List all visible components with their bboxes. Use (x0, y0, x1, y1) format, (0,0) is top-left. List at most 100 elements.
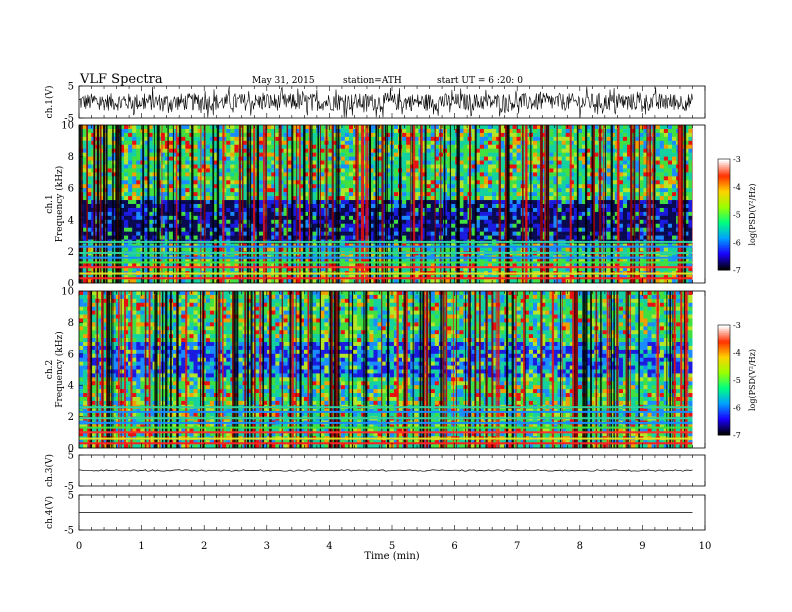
spectrogram-cell (426, 215, 432, 221)
spectrogram-cell (132, 223, 137, 228)
spectrogram-cell (663, 168, 669, 173)
spectrogram-cell (475, 156, 481, 161)
spectrogram-cell (136, 144, 141, 149)
spectrogram-cell (434, 180, 440, 185)
spectrogram-cell (516, 140, 522, 146)
spectrogram-cell (537, 152, 542, 157)
spectrogram-cell (164, 172, 170, 177)
spectrogram-cell (123, 204, 129, 209)
spectrogram-cell (267, 207, 272, 213)
spectrogram-cell (602, 136, 607, 142)
spectrogram-cell (230, 160, 235, 165)
spectrogram-cell (295, 125, 301, 130)
spectrogram-cell (168, 128, 174, 134)
spectrogram-cell (541, 144, 546, 149)
spectrogram-cell (173, 204, 178, 209)
spectrogram-cell (340, 152, 346, 157)
spectrogram-cell (659, 200, 665, 205)
spectrogram-cell (136, 164, 141, 169)
spectrogram-cell (287, 207, 292, 213)
spectrogram-cell (242, 168, 247, 173)
spectrogram-cell (83, 243, 88, 248)
spectrogram-cell (512, 211, 517, 217)
spectrogram-cell (181, 184, 186, 189)
spectrogram-cell (185, 207, 190, 213)
spectrogram-cell (508, 160, 513, 165)
spectrogram-cell (148, 168, 153, 173)
spectrogram-cell (123, 247, 129, 252)
spectrogram-cell (577, 184, 583, 189)
spectrogram-cell (209, 192, 215, 197)
spectrogram-cell (577, 125, 583, 130)
spectrogram-cell (283, 211, 288, 217)
spectrogram-cell (684, 136, 689, 142)
spectrogram-cell (205, 172, 211, 177)
spectrogram-cell (291, 148, 297, 153)
spectrogram-cell (271, 184, 276, 189)
spectrogram-cell (414, 164, 419, 169)
spectrogram-cell (152, 211, 158, 217)
spectrogram-cell (144, 164, 149, 169)
spectrogram-cell (369, 132, 374, 138)
spectrogram-cell (434, 168, 440, 173)
spectrogram-cell (181, 156, 186, 161)
spectrogram-cell (87, 136, 92, 142)
spectrogram-cell (451, 227, 456, 232)
spectrogram-cell (267, 200, 272, 205)
spectrogram-cell (643, 204, 648, 209)
spectrogram-cell (381, 132, 387, 138)
spectrogram-cell (148, 180, 153, 185)
spectrogram-cell (303, 196, 309, 201)
spectrogram-cell (291, 156, 297, 161)
spectrogram-cell (385, 164, 391, 169)
spectrogram-cell (218, 168, 223, 173)
spectrogram-cell (197, 227, 202, 232)
spectrogram-cell (107, 125, 113, 130)
spectrogram-cell (406, 172, 411, 177)
spectrogram-cell (312, 247, 317, 252)
spectrogram-cell (303, 125, 309, 130)
spectrogram-cell (532, 156, 538, 161)
spectrogram-cell (136, 156, 141, 161)
spectrogram-cell (193, 160, 198, 165)
spectrogram-cell (328, 180, 333, 185)
spectrogram-cell (271, 192, 276, 197)
spectrogram-cell (434, 207, 440, 213)
spectrogram-cell (541, 136, 546, 142)
spectrogram-cell (275, 168, 280, 173)
spectrogram-cell (107, 223, 113, 228)
spectrogram-cell (483, 219, 489, 225)
spectrogram-cell (119, 160, 125, 165)
spectrogram-cell (369, 140, 374, 146)
spectrogram-cell (348, 192, 354, 197)
spectrogram-cell (242, 144, 247, 149)
spectrogram-cell (565, 231, 571, 236)
spectrogram-cell (83, 196, 88, 201)
spectrogram-cell (594, 211, 599, 217)
spectrogram-cell (136, 192, 141, 197)
spectrogram-cell (402, 168, 407, 173)
spectrogram-cell (622, 164, 628, 169)
spectrogram-cell (606, 196, 611, 201)
spectrogram-cell (193, 168, 198, 173)
spectrogram-cell (258, 172, 264, 177)
spectrogram-cell (635, 235, 640, 240)
spectrogram-cell (107, 160, 113, 165)
spectrogram-cell (606, 215, 611, 221)
spectrogram-cell (402, 128, 407, 134)
spectrogram-cell (618, 160, 624, 165)
spectrogram-cell (173, 172, 178, 177)
spectrogram-cell (496, 200, 501, 205)
spectrogram-cell (475, 219, 481, 225)
spectrogram-cell (414, 219, 419, 225)
spectrogram-cell (185, 243, 190, 248)
spectrogram-cell (213, 136, 219, 142)
spectrogram-cell (434, 243, 440, 248)
spectrogram-cell (185, 215, 190, 221)
spectrogram-cell (107, 152, 113, 157)
spectrogram-cell (275, 132, 280, 138)
spectrogram-cell (639, 132, 644, 138)
spectrogram-cell (164, 207, 170, 213)
spectrogram-cell (537, 247, 542, 252)
spectrogram-cell (663, 180, 669, 185)
